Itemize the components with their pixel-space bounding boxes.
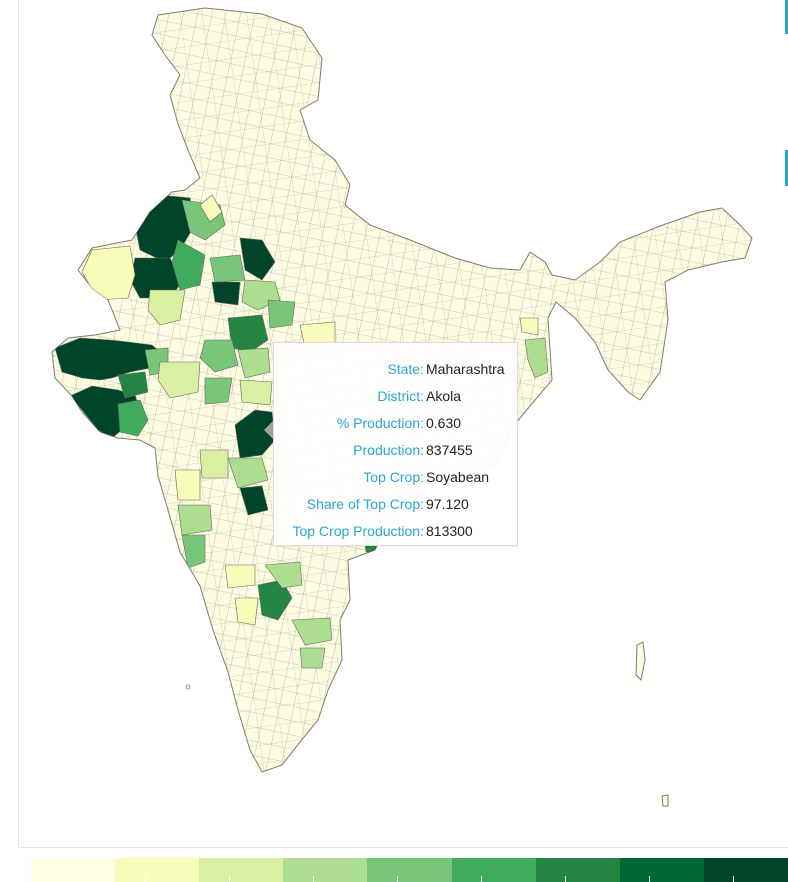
tooltip-label: Top Crop: [363, 468, 424, 485]
district-region-light[interactable] [239, 379, 273, 406]
district-region-light-mid[interactable] [524, 337, 549, 379]
district-region-light[interactable] [224, 564, 256, 589]
district-region-mid[interactable] [199, 339, 239, 373]
district-region-dark[interactable] [239, 485, 269, 516]
district-region-light-mid[interactable] [291, 617, 333, 646]
india-district-map[interactable] [0, 0, 788, 850]
legend-swatch [703, 858, 788, 882]
tooltip-value: 813300 [426, 522, 473, 539]
tooltip-value: 837455 [426, 441, 473, 458]
color-scale-legend [31, 858, 788, 882]
district-region-dark[interactable] [211, 281, 241, 306]
legend-swatch [535, 858, 620, 882]
district-region-mid[interactable] [267, 299, 296, 329]
tooltip-label: % Production: [336, 414, 424, 431]
district-region-mid[interactable] [117, 399, 149, 437]
district-region-light[interactable] [199, 449, 229, 479]
tooltip-pointer [264, 420, 274, 440]
legend-tick [565, 876, 567, 882]
district-region-light[interactable] [147, 289, 186, 326]
legend-swatch [199, 858, 284, 882]
tooltip-value: Soyabean [426, 468, 490, 485]
district-region-mid[interactable] [181, 534, 206, 569]
tooltip-row-district: District: Akola [274, 382, 517, 409]
tooltip-row-top-crop-production: Top Crop Production: 813300 [274, 517, 517, 544]
legend-tick [480, 876, 482, 882]
legend-swatch [283, 858, 368, 882]
tooltip-row-share-top-crop: Share of Top Crop: 97.120 [274, 490, 517, 517]
legend-swatch [367, 858, 452, 882]
district-region-light[interactable] [157, 361, 201, 399]
tooltip-row-production: Production: 837455 [274, 436, 517, 463]
tooltip-label: Top Crop Production: [292, 522, 424, 539]
legend-tick [396, 876, 398, 882]
district-tooltip: State: Maharashtra District: Akola % Pro… [273, 342, 518, 546]
tooltip-value: Akola [426, 387, 462, 404]
legend-tick [649, 876, 651, 882]
district-region-light[interactable] [234, 597, 259, 626]
legend-tick [228, 876, 230, 882]
tooltip-label: State: [387, 360, 424, 377]
edge-accent [785, 0, 788, 34]
tooltip-label: District: [377, 387, 424, 404]
district-region-mid-dark[interactable] [117, 371, 149, 399]
district-region-mid[interactable] [171, 239, 206, 291]
district-region-light[interactable] [174, 469, 201, 501]
district-region-light[interactable] [519, 317, 539, 336]
panel-border [18, 847, 788, 848]
andaman-islands [635, 641, 646, 682]
district-region-light-mid[interactable] [299, 647, 326, 669]
map-panel: State: Maharashtra District: Akola % Pro… [0, 0, 788, 850]
nicobar-islands [661, 794, 669, 807]
tooltip-row-state: State: Maharashtra [274, 355, 517, 382]
tooltip-value: Maharashtra [426, 360, 505, 377]
district-region-mid[interactable] [204, 377, 233, 405]
district-region-light[interactable] [199, 194, 223, 223]
district-region-light-mid[interactable] [227, 457, 269, 489]
district-region-light[interactable] [81, 245, 136, 301]
district-region-light-mid[interactable] [177, 504, 213, 536]
legend-swatch [31, 858, 116, 882]
legend-swatch [115, 858, 200, 882]
tooltip-label: Production: [353, 441, 424, 458]
tooltip-row-percent-production: % Production: 0.630 [274, 409, 517, 436]
tooltip-row-top-crop: Top Crop: Soyabean [274, 463, 517, 490]
district-region-light-mid[interactable] [264, 561, 303, 589]
panel-border [18, 0, 19, 848]
tooltip-label: Share of Top Crop: [306, 495, 424, 512]
tooltip-value: 0.630 [426, 414, 462, 431]
legend-tick [144, 876, 146, 882]
edge-accent [785, 150, 788, 186]
lakshadweep-islands [185, 684, 191, 690]
legend-tick [733, 876, 735, 882]
district-region-light-mid[interactable] [237, 347, 271, 379]
district-region-dark[interactable] [239, 237, 276, 281]
legend-tick [312, 876, 314, 882]
legend-swatch [619, 858, 704, 882]
tooltip-value: 97.120 [426, 495, 469, 512]
legend-swatch [451, 858, 536, 882]
district-region-mid[interactable] [209, 254, 246, 283]
